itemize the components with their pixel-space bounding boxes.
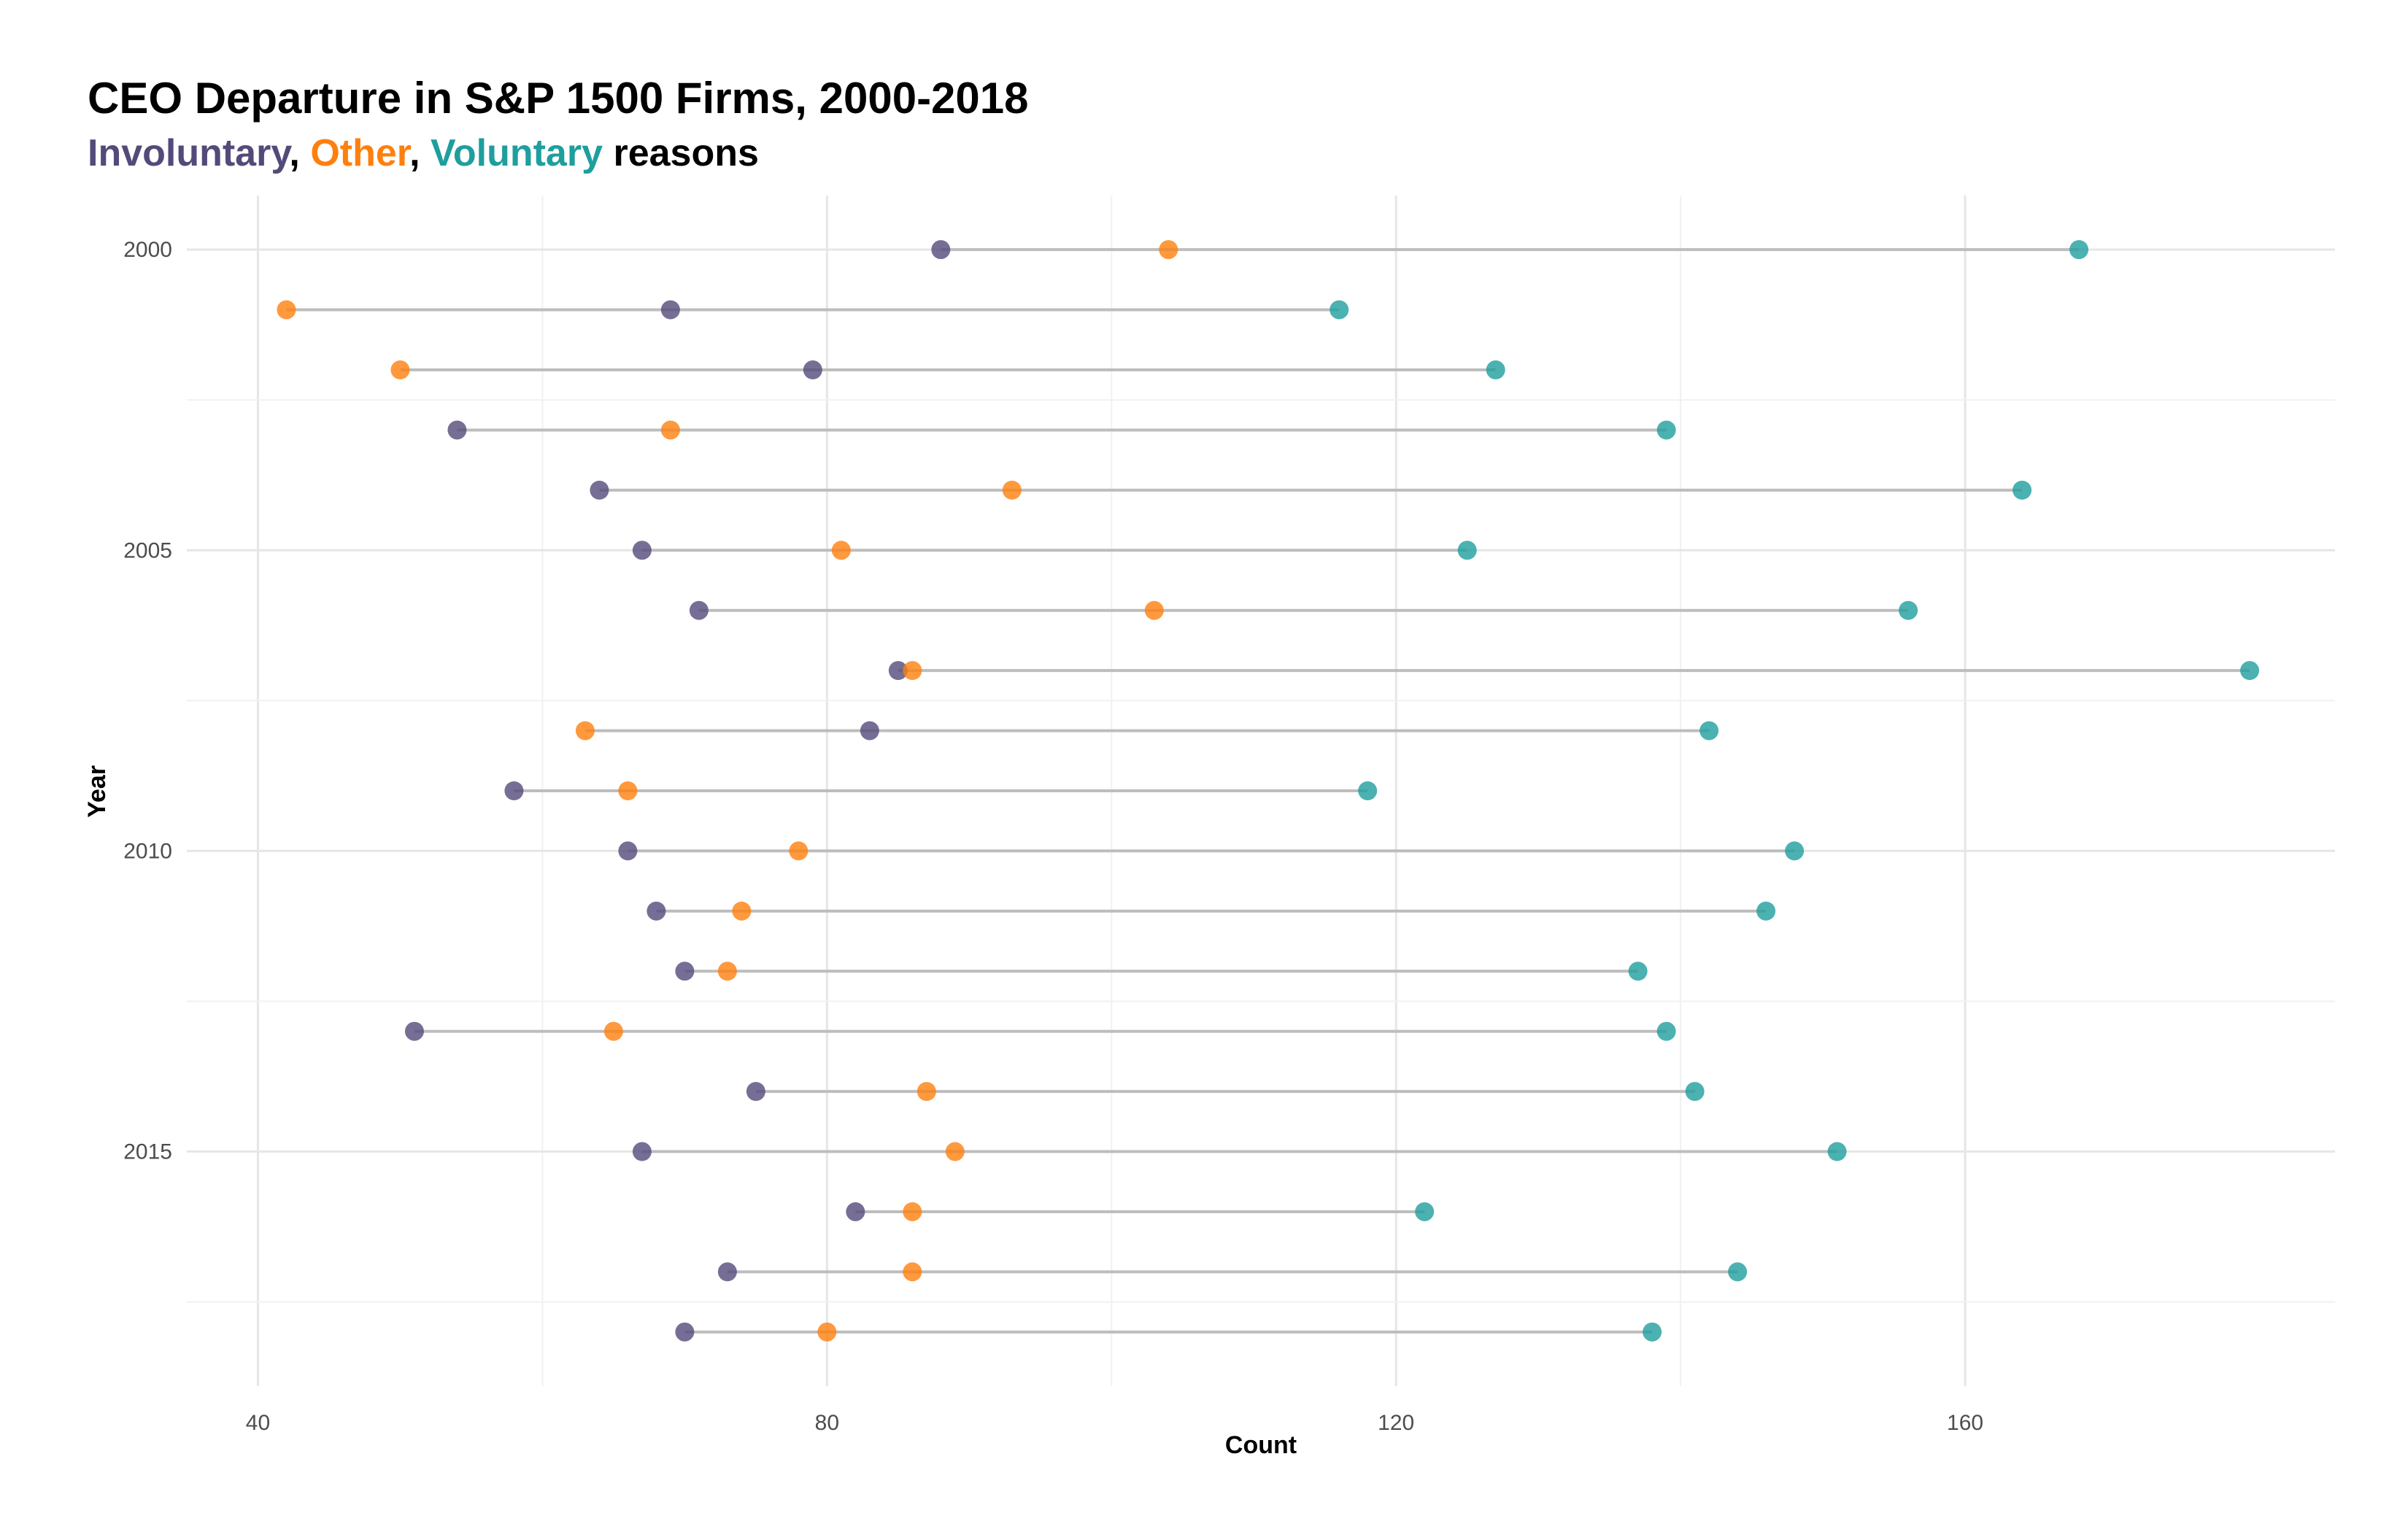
point-involuntary <box>504 781 524 800</box>
y-tick-label: 2010 <box>123 839 172 863</box>
point-involuntary <box>675 1322 695 1342</box>
point-voluntary <box>1628 962 1648 981</box>
point-voluntary <box>2013 480 2032 500</box>
point-voluntary <box>1785 841 1805 861</box>
point-other <box>390 360 410 380</box>
point-involuntary <box>860 721 879 740</box>
subtitle-involuntary: Involuntary <box>88 132 290 174</box>
point-other <box>277 300 296 320</box>
point-other <box>618 781 638 800</box>
point-involuntary <box>632 541 652 560</box>
x-tick-label: 80 <box>815 1411 839 1435</box>
x-axis-title: Count <box>1225 1431 1297 1459</box>
point-other <box>660 420 680 440</box>
point-involuntary <box>689 600 709 620</box>
point-voluntary <box>1656 1021 1676 1041</box>
point-voluntary <box>2069 240 2089 260</box>
point-voluntary <box>1656 420 1676 440</box>
point-other <box>1002 480 1022 500</box>
point-other <box>575 721 595 740</box>
point-involuntary <box>931 240 951 260</box>
point-involuntary <box>746 1082 765 1102</box>
chart-subtitle: Involuntary, Other, Voluntary reasons <box>88 130 1029 177</box>
point-involuntary <box>803 360 822 380</box>
point-voluntary <box>2240 661 2260 681</box>
point-voluntary <box>1728 1262 1748 1282</box>
point-other <box>1159 240 1178 260</box>
point-involuntary <box>618 841 638 861</box>
point-voluntary <box>1486 360 1505 380</box>
point-voluntary <box>1756 901 1776 921</box>
y-axis-title: Year <box>83 765 111 818</box>
point-other <box>1144 600 1164 620</box>
point-voluntary <box>1330 300 1349 320</box>
point-other <box>603 1021 623 1041</box>
point-involuntary <box>675 962 695 981</box>
point-involuntary <box>660 300 680 320</box>
subtitle-separator-1: , <box>289 132 311 174</box>
subtitle-voluntary: Voluntary <box>431 132 603 174</box>
point-voluntary <box>1643 1322 1662 1342</box>
point-involuntary <box>647 901 666 921</box>
point-involuntary <box>590 480 609 500</box>
point-involuntary <box>717 1262 737 1282</box>
y-tick-label: 2015 <box>123 1140 172 1164</box>
point-voluntary <box>1457 541 1477 560</box>
point-voluntary <box>1699 721 1719 740</box>
point-other <box>916 1082 936 1102</box>
point-involuntary <box>888 661 908 681</box>
point-involuntary <box>846 1202 865 1221</box>
point-involuntary <box>404 1021 424 1041</box>
subtitle-other: Other <box>310 132 410 174</box>
point-other <box>903 1202 922 1221</box>
x-tick-label: 40 <box>246 1411 270 1435</box>
subtitle-suffix: reasons <box>603 132 759 174</box>
point-other <box>717 962 737 981</box>
segment-layer <box>286 248 2250 1334</box>
point-voluntary <box>1415 1202 1435 1221</box>
point-voluntary <box>1899 600 1918 620</box>
point-other <box>817 1322 837 1342</box>
subtitle-separator-2: , <box>409 132 431 174</box>
point-layer <box>277 240 2260 1342</box>
point-voluntary <box>1827 1142 1847 1161</box>
point-other <box>945 1142 965 1161</box>
x-tick-label: 120 <box>1378 1411 1414 1435</box>
tick-label-layer: 40 80 120 160 2000 2005 2010 2015 <box>123 238 1983 1435</box>
y-tick-label: 2005 <box>123 538 172 562</box>
point-other <box>732 901 752 921</box>
point-voluntary <box>1685 1082 1705 1102</box>
y-tick-label: 2000 <box>123 238 172 262</box>
title-block: CEO Departure in S&P 1500 Firms, 2000-20… <box>88 73 1029 177</box>
point-involuntary <box>447 420 467 440</box>
chart-title: CEO Departure in S&P 1500 Firms, 2000-20… <box>88 74 1029 123</box>
point-involuntary <box>632 1142 652 1161</box>
point-other <box>831 541 851 560</box>
point-other <box>789 841 809 861</box>
point-other <box>903 661 922 681</box>
x-tick-label: 160 <box>1947 1411 1983 1435</box>
point-voluntary <box>1358 781 1378 800</box>
point-other <box>903 1262 922 1282</box>
